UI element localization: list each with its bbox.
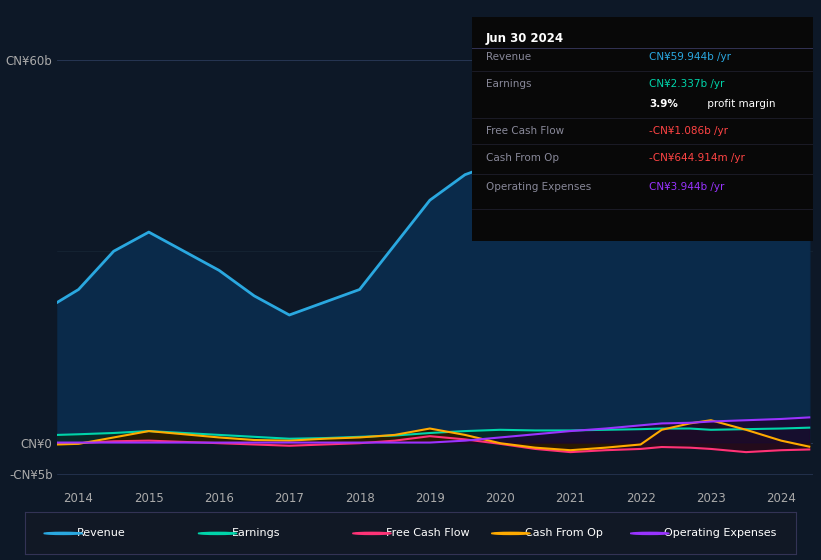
- Text: Free Cash Flow: Free Cash Flow: [386, 529, 470, 538]
- Circle shape: [631, 533, 669, 534]
- Text: Revenue: Revenue: [486, 52, 531, 62]
- Text: Earnings: Earnings: [232, 529, 280, 538]
- Text: -CN¥1.086b /yr: -CN¥1.086b /yr: [649, 126, 728, 136]
- Text: Jun 30 2024: Jun 30 2024: [486, 32, 564, 45]
- Text: Operating Expenses: Operating Expenses: [486, 182, 591, 192]
- Text: Earnings: Earnings: [486, 79, 531, 89]
- Text: -CN¥644.914m /yr: -CN¥644.914m /yr: [649, 153, 745, 163]
- Circle shape: [492, 533, 530, 534]
- Text: Operating Expenses: Operating Expenses: [663, 529, 776, 538]
- Text: CN¥3.944b /yr: CN¥3.944b /yr: [649, 182, 725, 192]
- Text: Cash From Op: Cash From Op: [486, 153, 559, 163]
- Text: Free Cash Flow: Free Cash Flow: [486, 126, 564, 136]
- Text: CN¥59.944b /yr: CN¥59.944b /yr: [649, 52, 732, 62]
- Circle shape: [353, 533, 392, 534]
- Circle shape: [44, 533, 83, 534]
- Text: CN¥2.337b /yr: CN¥2.337b /yr: [649, 79, 725, 89]
- Text: Revenue: Revenue: [77, 529, 126, 538]
- Text: profit margin: profit margin: [704, 99, 775, 109]
- Text: 3.9%: 3.9%: [649, 99, 678, 109]
- Circle shape: [199, 533, 237, 534]
- Text: Cash From Op: Cash From Op: [525, 529, 603, 538]
